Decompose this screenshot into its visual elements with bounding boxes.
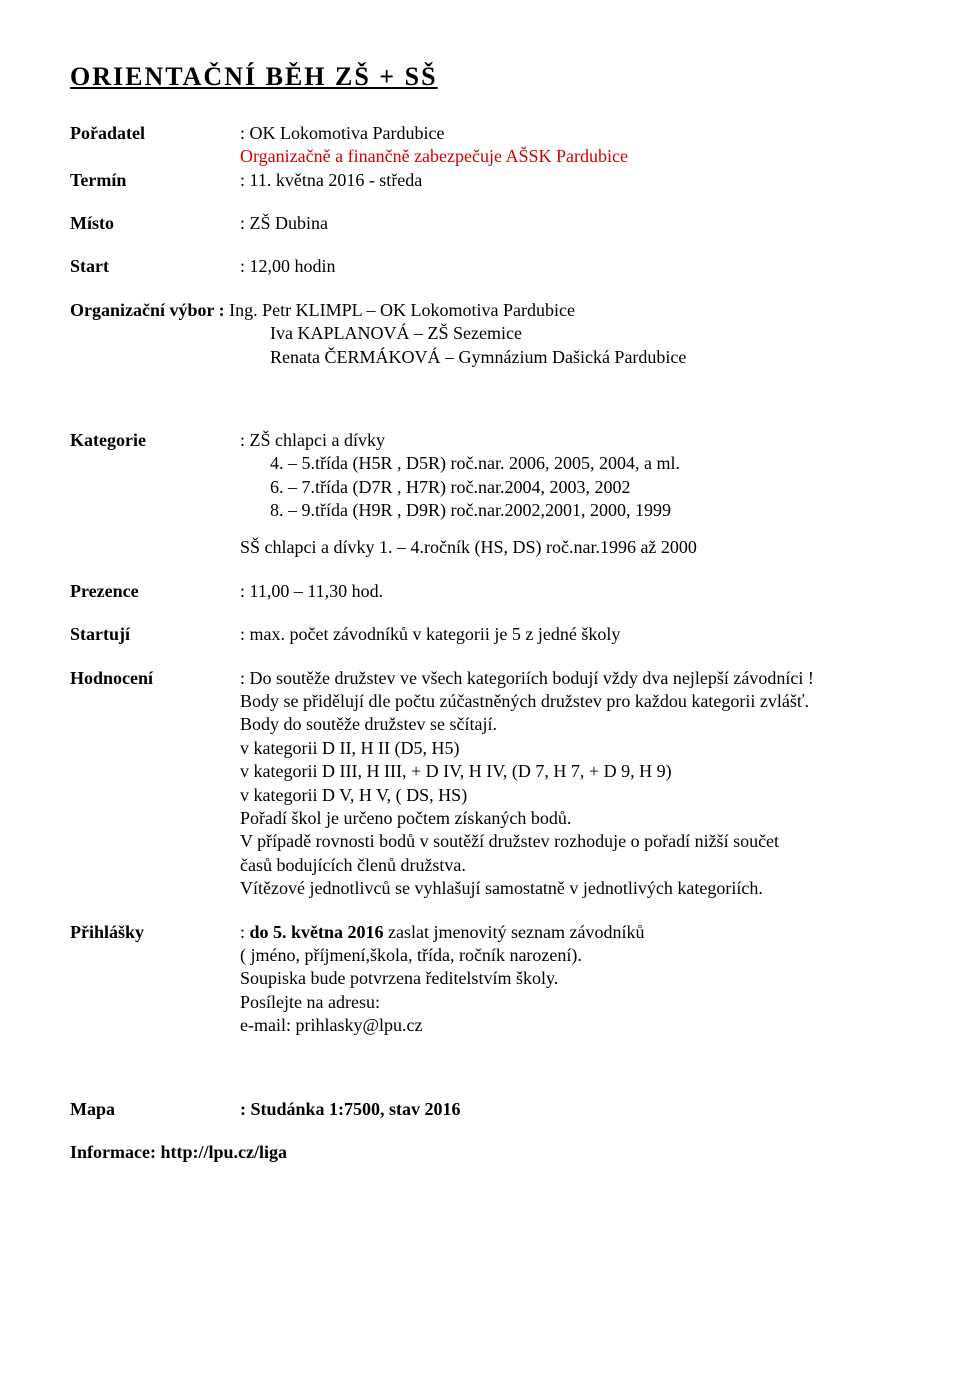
value-prezence: : 11,00 – 11,30 hod. — [240, 580, 890, 603]
section-hodnoceni: Hodnocení : Do soutěže družstev ve všech… — [70, 667, 890, 901]
label-misto: Místo — [70, 212, 240, 235]
label-kategorie: Kategorie — [70, 429, 240, 452]
hodnoceni-l9: časů bodujících členů družstva. — [70, 854, 890, 877]
section-mapa: Mapa : Studánka 1:7500, stav 2016 — [70, 1098, 890, 1121]
value-start: : 12,00 hodin — [240, 255, 890, 278]
section-poradatel: Pořadatel : OK Lokomotiva Pardubice Orga… — [70, 122, 890, 192]
label-startuji: Startují — [70, 623, 240, 646]
section-orgvybor: Organizační výbor : Ing. Petr KLIMPL – O… — [70, 299, 890, 369]
prihlasky-l5: e-mail: prihlasky@lpu.cz — [70, 1014, 890, 1037]
prihlasky-l2: ( jméno, příjmení,škola, třída, ročník n… — [70, 944, 890, 967]
value-kategorie-1: : ZŠ chlapci a dívky — [240, 429, 890, 452]
value-informace: http://lpu.cz/liga — [160, 1142, 287, 1162]
value-orgvybor-2: Iva KAPLANOVÁ – ZŠ Sezemice — [70, 322, 890, 345]
value-mapa: : Studánka 1:7500, stav 2016 — [240, 1098, 890, 1121]
value-termin: : 11. května 2016 - středa — [240, 169, 890, 192]
hodnoceni-l8: V případě rovnosti bodů v soutěží družst… — [70, 830, 890, 853]
label-prihlasky: Přihlášky — [70, 921, 240, 944]
value-prihlasky-line1: : do 5. května 2016 zaslat jmenovitý sez… — [240, 921, 890, 944]
label-hodnoceni: Hodnocení — [70, 667, 240, 690]
label-poradatel: Pořadatel — [70, 122, 240, 145]
value-kategorie-4: 8. – 9.třída (H9R , D9R) roč.nar.2002,20… — [70, 499, 890, 522]
hodnoceni-l2: Body se přidělují dle počtu zúčastněných… — [70, 690, 890, 713]
hodnoceni-l10: Vítězové jednotlivců se vyhlašují samost… — [70, 877, 890, 900]
prihlasky-bold: do 5. května 2016 — [250, 922, 384, 942]
value-orgvybor-3: Renata ČERMÁKOVÁ – Gymnázium Dašická Par… — [70, 346, 890, 369]
page-title: ORIENTAČNÍ BĚH ZŠ + SŠ — [70, 60, 890, 94]
value-kategorie-2: 4. – 5.třída (H5R , D5R) roč.nar. 2006, … — [70, 452, 890, 475]
value-poradatel-1: : OK Lokomotiva Pardubice — [240, 122, 890, 145]
label-termin: Termín — [70, 169, 240, 192]
section-prihlasky: Přihlášky : do 5. května 2016 zaslat jme… — [70, 921, 890, 1038]
hodnoceni-l1: : Do soutěže družstev ve všech kategorií… — [240, 667, 890, 690]
prihlasky-lead: : — [240, 922, 250, 942]
label-mapa: Mapa — [70, 1098, 240, 1121]
label-informace: Informace: — [70, 1142, 160, 1162]
section-startuji: Startují : max. počet závodníků v katego… — [70, 623, 890, 646]
hodnoceni-l7: Pořadí škol je určeno počtem získaných b… — [70, 807, 890, 830]
section-misto: Místo : ZŠ Dubina — [70, 212, 890, 235]
hodnoceni-l3: Body do soutěže družstev se sčítají. — [70, 713, 890, 736]
value-poradatel-2: Organizačně a finančně zabezpečuje AŠSK … — [240, 145, 890, 168]
hodnoceni-l4: v kategorii D II, H II (D5, H5) — [70, 737, 890, 760]
prihlasky-rest: zaslat jmenovitý seznam závodníků — [384, 922, 645, 942]
prihlasky-l4: Posílejte na adresu: — [70, 991, 890, 1014]
label-prezence: Prezence — [70, 580, 240, 603]
spacer — [70, 145, 240, 168]
hodnoceni-l6: v kategorii D V, H V, ( DS, HS) — [70, 784, 890, 807]
label-orgvybor: Organizační výbor : — [70, 300, 229, 320]
value-orgvybor-1: Ing. Petr KLIMPL – OK Lokomotiva Pardubi… — [229, 300, 575, 320]
value-startuji: : max. počet závodníků v kategorii je 5 … — [240, 623, 890, 646]
section-start: Start : 12,00 hodin — [70, 255, 890, 278]
hodnoceni-l5: v kategorii D III, H III, + D IV, H IV, … — [70, 760, 890, 783]
prihlasky-l3: Soupiska bude potvrzena ředitelstvím ško… — [70, 967, 890, 990]
value-misto: : ZŠ Dubina — [240, 212, 890, 235]
section-prezence: Prezence : 11,00 – 11,30 hod. — [70, 580, 890, 603]
section-informace: Informace: http://lpu.cz/liga — [70, 1141, 890, 1164]
section-kategorie: Kategorie : ZŠ chlapci a dívky 4. – 5.tř… — [70, 429, 890, 560]
label-start: Start — [70, 255, 240, 278]
value-kategorie-3: 6. – 7.třída (D7R , H7R) roč.nar.2004, 2… — [70, 476, 890, 499]
value-kategorie-5: SŠ chlapci a dívky 1. – 4.ročník (HS, DS… — [70, 536, 890, 559]
